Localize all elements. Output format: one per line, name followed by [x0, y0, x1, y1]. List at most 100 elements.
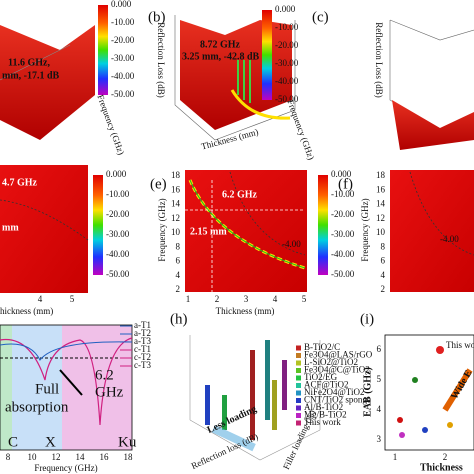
- text-label: c-T3: [134, 360, 151, 370]
- text-label: 2: [381, 284, 386, 294]
- legend-swatch: [296, 405, 301, 411]
- text-label: X: [45, 434, 56, 450]
- text-label: -4.00: [440, 234, 459, 244]
- legend-swatch: [296, 398, 301, 403]
- text-label: -10.00: [275, 22, 299, 32]
- text-label: 5: [377, 374, 382, 384]
- text-label: Thickness (mm): [200, 127, 259, 152]
- text-label: hickness (mm): [0, 306, 53, 316]
- text-label: 2: [215, 294, 220, 304]
- legend-swatch: [296, 375, 301, 381]
- text-label: 12: [52, 452, 61, 462]
- text-label: -40.00: [111, 71, 135, 81]
- text-label: 2: [176, 284, 181, 294]
- text-label: -40.00: [331, 249, 355, 259]
- text-label: 6.2 GHz: [222, 189, 258, 200]
- text-label: -10.00: [111, 17, 135, 27]
- text-label: 0.000: [331, 169, 352, 179]
- text-label: Thickness: [420, 462, 463, 473]
- text-label: -40.00: [106, 249, 130, 259]
- text-label: 16: [376, 184, 386, 194]
- text-label: (b): [148, 9, 166, 25]
- text-label: -10.00: [331, 189, 355, 199]
- text-label: 4: [38, 294, 43, 304]
- text-label: 2: [443, 452, 448, 462]
- text-label: 14: [76, 452, 86, 462]
- artwork: [0, 15, 474, 461]
- text-label: This work: [446, 340, 474, 350]
- text-label: 11.6 GHz,: [8, 57, 50, 68]
- text-label: Full: [35, 381, 59, 397]
- text-label: Frequency (GHz): [157, 198, 167, 261]
- legend-swatch: [296, 368, 301, 373]
- colorbar: [262, 10, 272, 100]
- text-label: 5: [70, 294, 75, 304]
- text-label: (h): [170, 311, 188, 327]
- text-label: -30.00: [331, 229, 355, 239]
- text-label: 18: [376, 170, 386, 180]
- text-label: -10.00: [106, 189, 130, 199]
- text-label: L-SiO2@TiO2: [304, 357, 358, 367]
- text-label: -50.00: [106, 269, 130, 279]
- text-label: -4.00: [282, 239, 301, 249]
- text-label: Frequency (GHz): [95, 93, 126, 156]
- text-label: 4: [377, 404, 382, 414]
- text-label: -40.00: [275, 76, 299, 86]
- legend-swatch: [296, 353, 301, 358]
- colorbar: [98, 5, 108, 95]
- colorbar: [318, 175, 328, 275]
- text-label: 16: [100, 452, 110, 462]
- text-label: c-T1: [134, 344, 151, 354]
- legend-swatch: [296, 345, 301, 351]
- legend-swatch: [296, 420, 301, 426]
- text-label: 0.000: [106, 169, 127, 179]
- text-label: 1: [393, 452, 398, 462]
- text-label: Frequency (GHz): [360, 198, 370, 261]
- text-label: Reflection Loss (dB): [156, 22, 166, 98]
- text-label: 3: [377, 434, 382, 444]
- text-label: ACF@TiO2: [304, 380, 348, 390]
- text-label: (e): [150, 176, 167, 192]
- text-label: CNT/TiO2 sponge: [304, 395, 371, 405]
- text-label: mm, -17.1 dB: [2, 70, 60, 81]
- text-label: B-TiO2/C: [304, 342, 340, 352]
- text-label: Mg/B-TiO2: [304, 410, 347, 420]
- text-label: a-T2: [134, 328, 151, 338]
- text-label: 16: [171, 184, 181, 194]
- text-label: 10: [376, 227, 386, 237]
- text-label: 8: [176, 241, 181, 251]
- text-label: (i): [360, 311, 374, 327]
- text-label: 14: [171, 199, 181, 209]
- text-label: -20.00: [111, 35, 135, 45]
- text-label: c-T2: [134, 352, 151, 362]
- text-label: 8: [381, 241, 386, 251]
- text-label: 8.72 GHz: [200, 39, 241, 50]
- text-label: Ku: [118, 434, 137, 450]
- text-label: 6: [381, 256, 386, 266]
- text-label: a-T3: [134, 336, 151, 346]
- legend-swatch: [296, 413, 301, 418]
- text-label: 6: [377, 344, 382, 354]
- text-label: -30.00: [275, 58, 299, 68]
- text-label: Fe3O4@C@TiO2: [304, 365, 370, 375]
- colorbar: [93, 175, 103, 275]
- text-label: 4.7 GHz: [2, 177, 38, 188]
- text-label: 12: [376, 213, 385, 223]
- text-label: 4: [176, 270, 181, 280]
- text-label: 0.000: [111, 0, 132, 9]
- text-label: Frequency (GHz): [34, 463, 97, 473]
- text-label: 0.000: [275, 4, 296, 14]
- text-label: NiFe2O4@TiO2: [304, 387, 364, 397]
- text-label: -20.00: [275, 40, 299, 50]
- text-label: EAB (GHz): [362, 367, 373, 417]
- text-label: 18: [124, 452, 134, 462]
- text-label: 18: [171, 170, 181, 180]
- text-label: 10: [171, 227, 181, 237]
- text-label: mm: [2, 222, 19, 233]
- legend-swatch: [296, 383, 301, 388]
- text-label: -30.00: [106, 229, 130, 239]
- text-label: Al/B-TiO2: [304, 402, 343, 412]
- text-label: -50.00: [331, 269, 355, 279]
- text-label: -20.00: [106, 209, 130, 219]
